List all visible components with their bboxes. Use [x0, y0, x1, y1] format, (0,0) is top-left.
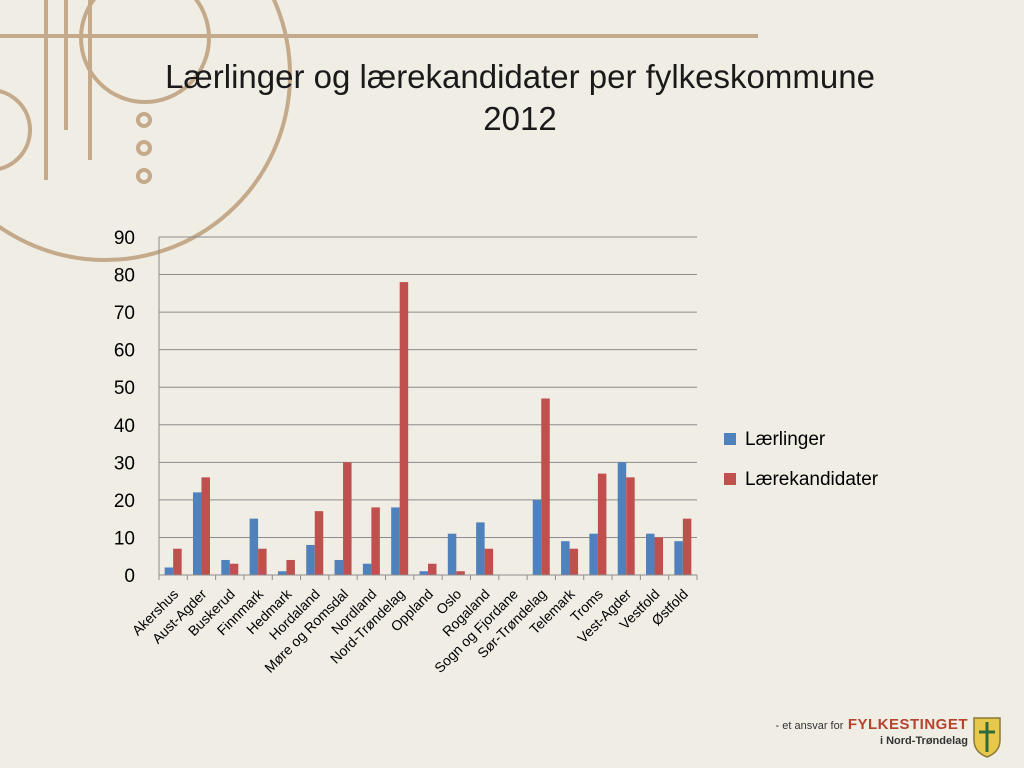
- bar-laerekandidater: [597, 473, 607, 575]
- bar-laerlinger: [589, 533, 598, 575]
- y-tick-label: 90: [114, 228, 135, 249]
- chart-legend: Lærlinger Lærekandidater: [724, 429, 879, 490]
- bar-laerlinger: [306, 544, 315, 575]
- bar-laerekandidater: [626, 477, 635, 575]
- coat-of-arms-icon: [973, 717, 1001, 758]
- legend-label: Lærekandidater: [745, 469, 879, 490]
- bar-laerekandidater: [569, 548, 579, 575]
- y-tick-label: 70: [114, 303, 135, 324]
- bar-laerlinger: [419, 571, 428, 575]
- y-tick-label: 30: [114, 453, 135, 474]
- bar-laerlinger: [561, 541, 570, 575]
- y-tick-label: 50: [114, 378, 135, 399]
- bar-laerlinger: [447, 533, 457, 575]
- bar-laerlinger: [334, 559, 344, 575]
- chart-gridlines: [159, 236, 697, 538]
- bar-laerlinger: [476, 522, 485, 575]
- bar-laerekandidater: [371, 507, 380, 575]
- bar-laerekandidater: [343, 462, 352, 575]
- footer-prefix: - et ansvar for: [775, 720, 844, 732]
- x-axis-ticks: AkershusAust-AgderBuskerudFinnmarkHedmar…: [129, 585, 691, 676]
- bar-laerekandidater: [541, 398, 550, 575]
- legend-swatch: [724, 433, 736, 445]
- bar-laerekandidater: [399, 282, 409, 575]
- bar-laerlinger: [164, 567, 174, 575]
- bar-laerlinger: [249, 518, 259, 575]
- y-tick-label: 60: [114, 341, 135, 362]
- bar-laerlinger: [674, 541, 683, 575]
- bar-laerlinger: [277, 571, 287, 575]
- bar-laerlinger: [617, 462, 627, 575]
- y-tick-label: 80: [114, 266, 135, 287]
- footer-subtitle: i Nord-Trøndelag: [880, 735, 968, 747]
- footer-brand-name: FYLKESTINGET: [847, 716, 968, 733]
- bar-laerekandidater: [201, 477, 210, 575]
- slide-title-line1: Lærlinger og lærekandidater per fylkesko…: [165, 58, 875, 95]
- bar-laerekandidater: [682, 518, 692, 575]
- bar-laerekandidater: [456, 571, 465, 575]
- bar-laerekandidater: [286, 559, 295, 575]
- chart-axes: [158, 237, 698, 580]
- slide-title: Lærlinger og lærekandidater per fylkesko…: [80, 56, 960, 140]
- bar-laerekandidater: [229, 563, 239, 575]
- footer-brand: - et ansvar for FYLKESTINGET i Nord-Trøn…: [776, 716, 968, 747]
- y-tick-label: 10: [114, 528, 135, 549]
- legend-label: Lærlinger: [745, 429, 826, 450]
- bar-laerlinger: [362, 563, 372, 575]
- slide-title-line2: 2012: [483, 100, 557, 137]
- bar-laerekandidater: [428, 563, 437, 575]
- bar-laerlinger: [646, 533, 655, 575]
- bar-laerekandidater: [173, 548, 182, 575]
- y-axis-ticks: 0 10 20 30 40 50 60 70 80 90: [114, 228, 135, 587]
- y-tick-label: 20: [114, 491, 135, 512]
- bar-laerekandidater: [258, 548, 267, 575]
- bar-laerekandidater: [314, 511, 324, 575]
- y-tick-label: 0: [124, 566, 135, 587]
- bar-laerlinger: [192, 492, 202, 575]
- bar-laerlinger: [532, 499, 542, 575]
- bar-laerlinger: [391, 507, 400, 575]
- bar-laerlinger: [221, 559, 230, 575]
- bar-laerekandidater: [484, 548, 494, 575]
- chart-bars: [164, 282, 692, 575]
- y-tick-label: 40: [114, 416, 135, 437]
- bar-laerekandidater: [654, 537, 664, 575]
- legend-swatch: [724, 473, 736, 485]
